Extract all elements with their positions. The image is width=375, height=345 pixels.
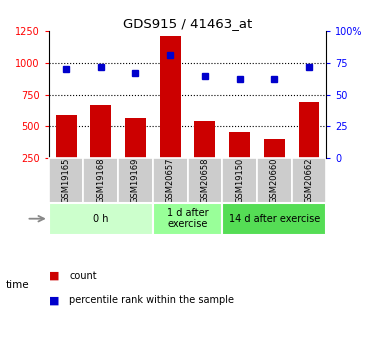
Bar xyxy=(188,158,222,203)
Bar xyxy=(153,158,188,203)
Text: count: count xyxy=(69,271,97,281)
Text: GSM19150: GSM19150 xyxy=(235,158,244,203)
Bar xyxy=(257,158,292,203)
Text: GSM20662: GSM20662 xyxy=(304,158,313,203)
Bar xyxy=(160,36,181,158)
Text: GSM19169: GSM19169 xyxy=(131,158,140,203)
Text: GSM20660: GSM20660 xyxy=(270,158,279,203)
Bar xyxy=(222,158,257,203)
Bar xyxy=(125,118,146,158)
Text: ■: ■ xyxy=(49,271,59,281)
Text: 0 h: 0 h xyxy=(93,214,108,224)
Bar xyxy=(194,121,215,158)
Bar xyxy=(56,115,76,158)
Bar xyxy=(90,106,111,158)
Text: percentile rank within the sample: percentile rank within the sample xyxy=(69,295,234,305)
Bar xyxy=(298,102,319,158)
Bar xyxy=(153,203,222,235)
Text: GSM19168: GSM19168 xyxy=(96,158,105,203)
Text: ■: ■ xyxy=(49,295,59,305)
Text: 1 d after
exercise: 1 d after exercise xyxy=(166,208,208,229)
Bar xyxy=(49,203,153,235)
Bar xyxy=(292,158,326,203)
Text: GSM20657: GSM20657 xyxy=(166,158,175,203)
Bar xyxy=(229,131,250,158)
Text: GSM20658: GSM20658 xyxy=(200,158,209,203)
Bar xyxy=(118,158,153,203)
Title: GDS915 / 41463_at: GDS915 / 41463_at xyxy=(123,17,252,30)
Bar xyxy=(49,158,83,203)
Bar xyxy=(222,203,326,235)
Text: 14 d after exercise: 14 d after exercise xyxy=(229,214,320,224)
Bar xyxy=(83,158,118,203)
Text: GSM19165: GSM19165 xyxy=(62,158,70,203)
Text: time: time xyxy=(6,280,29,289)
Bar xyxy=(264,139,285,158)
